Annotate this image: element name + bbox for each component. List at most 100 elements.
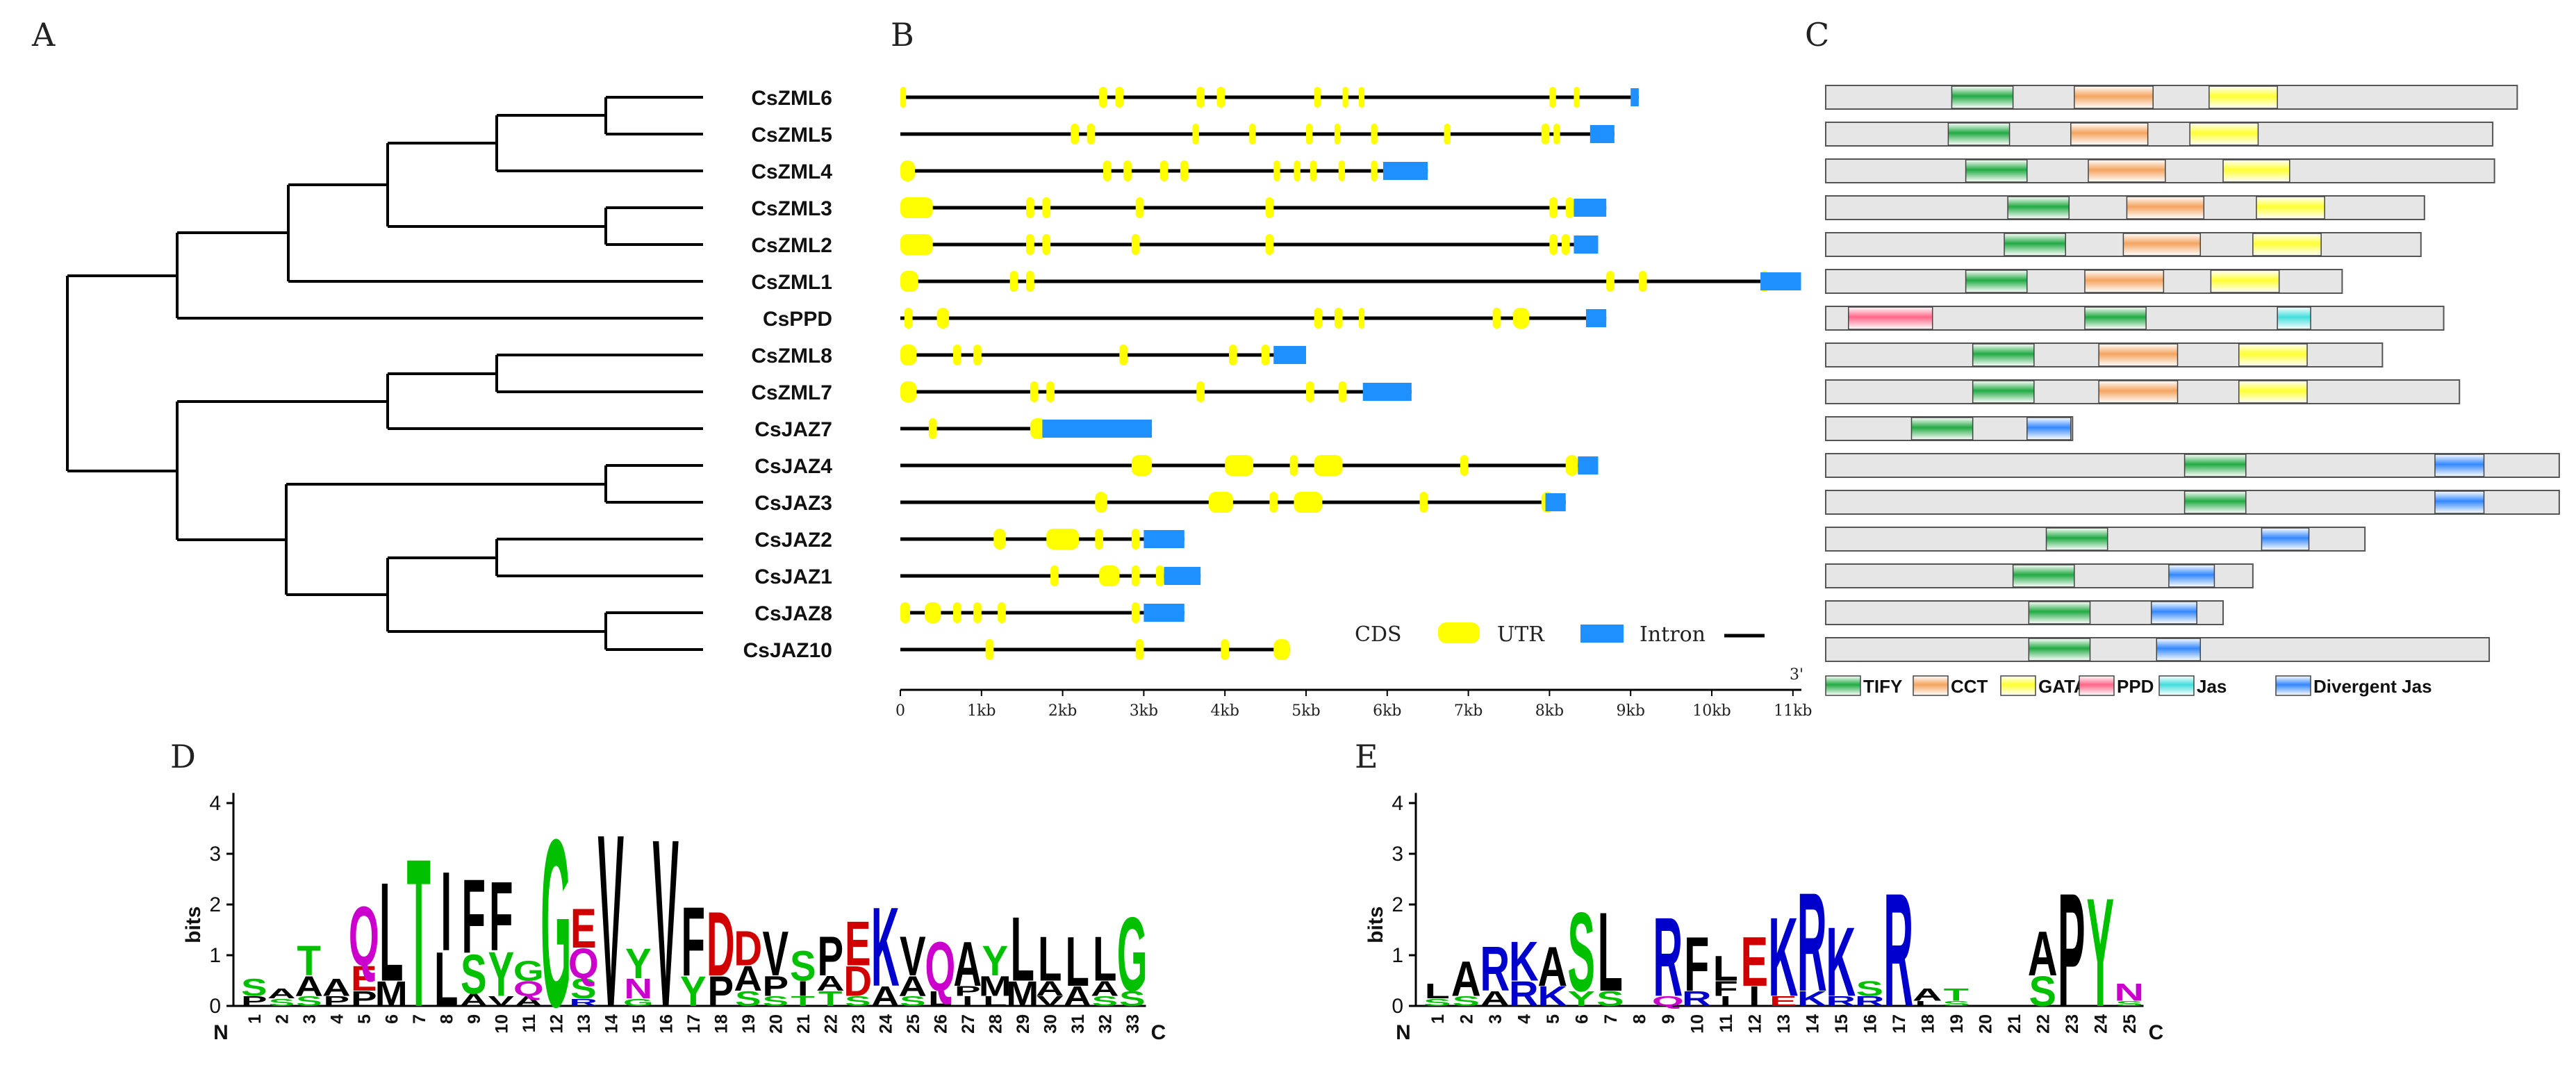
- logo-d-residue-25-S: S: [900, 993, 926, 1009]
- legend-cds-label: CDS: [1355, 622, 1402, 647]
- protein-domain-legend: TIFY CCT GATA PPD Jas Divergent Jas: [1825, 675, 2432, 697]
- gene-exon-cszml4-8: [1310, 160, 1317, 181]
- legend-intron-swatch: [1580, 625, 1624, 643]
- logo-e-position-11: 11: [1717, 1014, 1736, 1033]
- logo-e-residue-6-S: S: [1567, 889, 1595, 1015]
- logo-e-residue-16-R: R: [1855, 993, 1885, 1009]
- logo-d-residue-8-L: L: [434, 936, 458, 1023]
- logo-e-c-label: C: [2149, 1021, 2164, 1044]
- legend-swatch-tify: [1825, 675, 1861, 696]
- gene-exon-csjaz3-2: [1208, 492, 1233, 513]
- gene-exon-cszml4-7: [1294, 160, 1301, 181]
- logo-d-residue-9-A: A: [459, 990, 488, 1009]
- logo-e-residue-11-L: L: [1713, 949, 1738, 989]
- logo-e-residue-19-T: T: [1944, 985, 1969, 1005]
- panel-label-c: C: [1805, 16, 1829, 53]
- domain-tify-csjaz10: [2028, 638, 2091, 661]
- axis-tick-label-8kb: 8kb: [1535, 702, 1564, 720]
- logo-e-position-2: 2: [1457, 1014, 1476, 1024]
- domain-tify-cszml4: [1965, 159, 2028, 183]
- domain-divergent-jas-csjaz4: [2434, 454, 2485, 477]
- logo-d-ytick-label-0: 0: [209, 995, 221, 1018]
- gene-utr-cszml1-1: [1760, 272, 1801, 290]
- logo-d-residue-33-G: G: [1117, 896, 1148, 1014]
- leaf-label-csjaz4: CsJAZ4: [754, 455, 832, 478]
- logo-d-residue-23-D: D: [843, 958, 872, 1005]
- logo-d-residue-18-D: D: [707, 893, 735, 995]
- logo-e-position-3: 3: [1486, 1014, 1505, 1024]
- logo-e-residue-25-N: N: [2114, 979, 2144, 1006]
- leaf-label-csppd: CsPPD: [763, 308, 832, 331]
- domain-cct-cszml3: [2126, 196, 2205, 220]
- logo-e-residue-19-S: S: [1942, 1000, 1970, 1007]
- domain-gata-cszml2: [2252, 233, 2322, 256]
- logo-e-position-24: 24: [2091, 1014, 2111, 1034]
- gene-exon-cszml2-3: [1042, 234, 1051, 255]
- logo-d-residue-20-S: S: [762, 993, 789, 1009]
- logo-d-residue-1-S: S: [241, 973, 267, 1001]
- logo-d-position-33: 33: [1123, 1014, 1143, 1034]
- gene-exon-cszml5-9: [1541, 124, 1550, 144]
- gene-exon-csjaz2-1: [993, 529, 1006, 550]
- panel-label-d: D: [170, 738, 196, 775]
- logo-d-residue-24-A: A: [871, 981, 900, 1012]
- logo-d-position-17: 17: [684, 1014, 704, 1034]
- tree-node-zml87: [388, 355, 498, 392]
- logo-e-ytick-label-2: 2: [1392, 893, 1403, 916]
- gene-utr-cszml4-1: [1382, 162, 1428, 180]
- gene-structure-panel: [900, 87, 1801, 660]
- axis-tick-label-10kb: 10kb: [1692, 702, 1731, 720]
- logo-d-ytick-label-1: 1: [209, 944, 221, 967]
- gene-exon-cszml2-6: [1549, 234, 1558, 255]
- logo-d-position-25: 25: [904, 1014, 923, 1034]
- gene-utr-csjaz8-1: [1143, 604, 1184, 622]
- gene-exon-cszml6-6: [1314, 87, 1321, 108]
- domain-tify-csjaz3: [2183, 490, 2247, 514]
- logo-d-position-14: 14: [602, 1014, 621, 1034]
- gene-exon-cszml4-10: [1371, 160, 1378, 181]
- gene-exon-cszml5-6: [1334, 124, 1341, 144]
- gene-exon-cszml2-2: [1026, 234, 1034, 255]
- gene-exon-cszml4-1: [900, 160, 916, 181]
- axis-tick-label-5kb: 5kb: [1291, 702, 1320, 720]
- logo-d-residue-33-S: S: [1119, 986, 1146, 1010]
- domain-gata-cszml3: [2256, 196, 2325, 220]
- tree-node-lower: [67, 402, 179, 540]
- logo-d-position-32: 32: [1096, 1014, 1115, 1034]
- logo-d-position-7: 7: [410, 1014, 429, 1024]
- gene-exon-cszml8-2: [952, 345, 961, 365]
- logo-d-residue-12-G: G: [540, 790, 571, 1057]
- logo-d-residue-27-I: I: [962, 993, 973, 1009]
- logo-d-position-3: 3: [300, 1014, 320, 1024]
- leaf-label-cszml2: CsZML2: [751, 234, 832, 257]
- logo-e-residue-9-Q: Q: [1652, 993, 1684, 1009]
- logo-d-residue-23-E: E: [845, 909, 871, 980]
- logo-e-residue-22-S: S: [2029, 968, 2056, 1015]
- gene-exon-csjaz2-3: [1095, 529, 1103, 550]
- logo-d-residue-20-P: P: [762, 971, 789, 1002]
- gene-exon-csjaz8-6: [1131, 602, 1140, 623]
- logo-d-residue-20-V: V: [762, 918, 789, 989]
- legend-swatch-gata: [2000, 675, 2036, 696]
- logo-d-position-31: 31: [1068, 1014, 1088, 1034]
- logo-e-position-16: 16: [1860, 1014, 1880, 1034]
- logo-d-position-21: 21: [794, 1014, 814, 1034]
- leaf-label-cszml3: CsZML3: [751, 197, 832, 220]
- logo-e-residue-12-I: I: [1749, 980, 1760, 1012]
- gene-exon-cszml7-6: [1338, 381, 1347, 402]
- logo-d-residue-22-P: P: [817, 925, 843, 988]
- axis-end-label: 3': [1790, 666, 1803, 684]
- leaf-label-cszml1: CsZML1: [751, 271, 832, 294]
- gene-exon-csjaz1-1: [1050, 565, 1059, 586]
- logo-d-position-30: 30: [1041, 1014, 1060, 1034]
- logo-e-residue-17-R: R: [1883, 860, 1913, 1041]
- logo-d-position-8: 8: [437, 1014, 456, 1024]
- logo-d-ylabel: bits: [182, 907, 205, 943]
- logo-d-position-26: 26: [931, 1014, 950, 1034]
- domain-gata-cszml8: [2238, 343, 2308, 367]
- logo-d-position-1: 1: [245, 1014, 265, 1024]
- gene-exon-csjaz2-2: [1046, 529, 1079, 550]
- gene-exon-csjaz8-5: [998, 602, 1006, 623]
- gene-exon-csjaz10-4: [1273, 639, 1290, 660]
- logo-e-residue-7-L: L: [1598, 889, 1623, 1015]
